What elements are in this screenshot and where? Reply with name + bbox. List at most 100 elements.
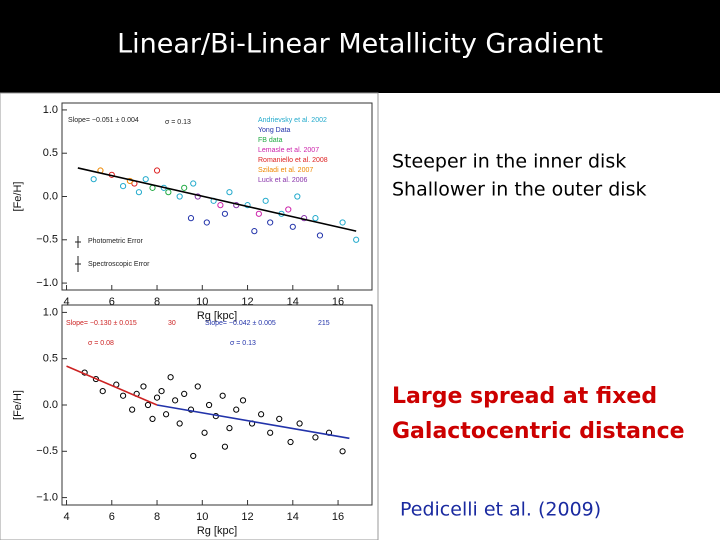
x-tick-label: 8 bbox=[154, 296, 160, 308]
data-point bbox=[187, 215, 195, 222]
data-point bbox=[181, 390, 188, 397]
data-point bbox=[203, 219, 210, 226]
slide-title: Linear/Bi-Linear Metallicity Gradient bbox=[117, 29, 603, 60]
annotation: Photometric Error bbox=[88, 238, 144, 245]
x-tick-label: 12 bbox=[241, 296, 253, 308]
data-point bbox=[289, 223, 296, 230]
data-point bbox=[226, 189, 233, 196]
x-tick-label: 14 bbox=[287, 511, 299, 523]
data-point bbox=[226, 425, 233, 432]
figure-area bbox=[0, 92, 379, 540]
data-point bbox=[176, 193, 183, 200]
data-point bbox=[219, 392, 226, 399]
data-point bbox=[181, 184, 188, 191]
annotation: 30 bbox=[168, 320, 176, 327]
annotation: σ = 0.08 bbox=[88, 340, 114, 347]
data-point bbox=[276, 415, 283, 422]
fit-line bbox=[156, 404, 350, 440]
fit-line bbox=[66, 365, 158, 406]
legend-entry: Luck et al. 2006 bbox=[258, 177, 308, 184]
data-point bbox=[312, 434, 319, 441]
data-point bbox=[194, 383, 201, 390]
data-point bbox=[201, 429, 208, 436]
y-tick-label: 0.0 bbox=[43, 190, 58, 202]
y-tick-label: −1.0 bbox=[36, 491, 58, 503]
note: Shallower in the outer disk bbox=[392, 179, 647, 201]
citation: Pedicelli et al. (2009) bbox=[400, 499, 601, 521]
annotation: 215 bbox=[318, 320, 330, 327]
data-point bbox=[296, 420, 303, 427]
x-tick-label: 12 bbox=[241, 511, 253, 523]
x-axis-label: Rg [kpc] bbox=[197, 310, 237, 322]
data-point bbox=[153, 167, 161, 174]
data-point bbox=[205, 401, 213, 409]
data-point bbox=[339, 219, 346, 226]
data-point bbox=[353, 236, 360, 243]
y-tick-label: 0.5 bbox=[43, 353, 58, 365]
data-point bbox=[176, 420, 183, 427]
data-point bbox=[162, 411, 170, 418]
y-tick-label: 1.0 bbox=[43, 306, 58, 318]
y-axis-label: [Fe/H] bbox=[12, 390, 24, 420]
y-tick-label: −0.5 bbox=[36, 234, 58, 246]
highlight: Galactocentric distance bbox=[392, 419, 685, 444]
data-point bbox=[312, 215, 319, 222]
data-point bbox=[140, 383, 147, 390]
data-point bbox=[316, 232, 324, 239]
data-point bbox=[142, 176, 149, 183]
y-tick-label: −1.0 bbox=[36, 277, 58, 289]
data-point bbox=[262, 197, 269, 204]
x-tick-label: 4 bbox=[63, 296, 69, 308]
legend-entry: Andrievsky et al. 2002 bbox=[258, 117, 327, 124]
y-tick-label: 0.5 bbox=[43, 147, 58, 159]
x-axis-label: Rg [kpc] bbox=[197, 525, 237, 537]
x-tick-label: 10 bbox=[196, 296, 208, 308]
data-point bbox=[287, 438, 294, 446]
data-point bbox=[158, 388, 165, 395]
annotation: σ = 0.13 bbox=[230, 340, 256, 347]
data-point bbox=[99, 388, 106, 395]
data-point bbox=[267, 219, 274, 226]
legend-entry: FB data bbox=[258, 137, 283, 144]
y-tick-label: −0.5 bbox=[36, 445, 58, 457]
x-tick-label: 10 bbox=[196, 511, 208, 523]
fit-line bbox=[77, 167, 357, 232]
x-tick-label: 6 bbox=[109, 296, 115, 308]
data-point bbox=[267, 429, 274, 436]
legend-entry: Lemasle et al. 2007 bbox=[258, 147, 319, 154]
x-tick-label: 16 bbox=[332, 296, 344, 308]
x-tick-label: 8 bbox=[154, 511, 160, 523]
data-point bbox=[119, 183, 127, 190]
y-tick-label: 0.0 bbox=[43, 399, 58, 411]
data-point bbox=[153, 394, 161, 401]
x-tick-label: 14 bbox=[287, 296, 299, 308]
x-tick-label: 4 bbox=[63, 511, 69, 523]
data-point bbox=[285, 206, 292, 213]
data-point bbox=[251, 228, 258, 235]
data-point bbox=[221, 443, 229, 450]
y-axis-label: [Fe/H] bbox=[12, 182, 24, 212]
data-point bbox=[119, 392, 127, 399]
annotation: Slope= −0.042 ± 0.005 bbox=[205, 320, 276, 327]
data-point bbox=[149, 415, 156, 422]
note: Steeper in the inner disk bbox=[392, 151, 626, 173]
data-point bbox=[190, 180, 197, 187]
data-point bbox=[90, 176, 97, 183]
data-point bbox=[339, 448, 346, 455]
data-point bbox=[294, 193, 301, 200]
data-point bbox=[233, 406, 240, 413]
y-tick-label: 1.0 bbox=[43, 104, 58, 116]
data-point bbox=[255, 210, 262, 217]
data-point bbox=[135, 189, 143, 196]
data-point bbox=[217, 202, 224, 209]
legend-entry: Sziladi et al. 2007 bbox=[258, 167, 313, 174]
data-point bbox=[165, 189, 172, 196]
legend-entry: Romaniello et al. 2008 bbox=[258, 157, 328, 164]
legend-entry: Yong Data bbox=[258, 127, 291, 134]
x-tick-label: 6 bbox=[109, 511, 115, 523]
annotation: σ = 0.13 bbox=[165, 119, 191, 126]
data-point bbox=[190, 452, 197, 460]
annotation: Slope= −0.130 ± 0.015 bbox=[66, 320, 137, 327]
annotation: Slope= −0.051 ± 0.004 bbox=[68, 117, 139, 124]
